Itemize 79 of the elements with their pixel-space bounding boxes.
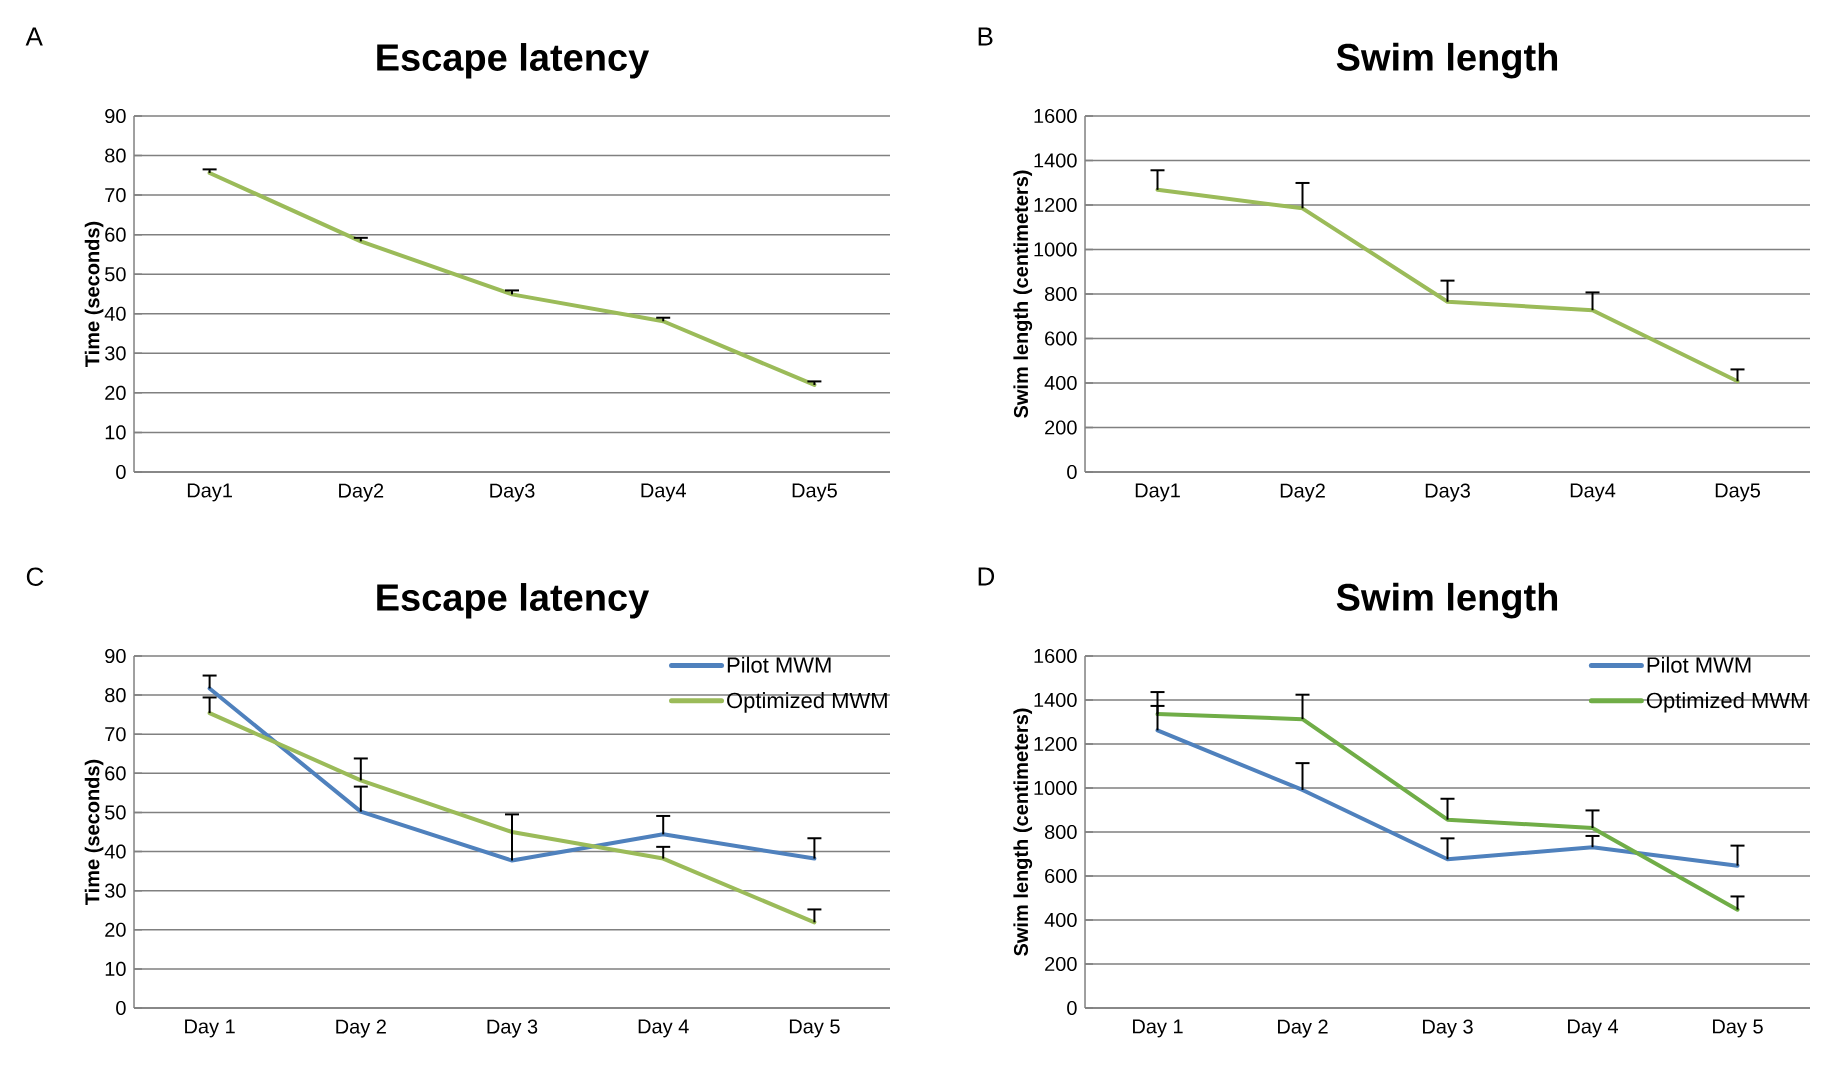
y-tick-label: 50 [105, 805, 126, 820]
line-series [1155, 728, 1740, 868]
legend-label: Pilot MWM [727, 656, 831, 673]
y-tick-label: 10 [105, 961, 126, 976]
x-tick-label: Day4 [1570, 483, 1616, 502]
y-tick-label: 400 [1044, 912, 1077, 928]
y-tick-label: 40 [104, 306, 126, 321]
y-tick-label: 1400 [1034, 153, 1077, 168]
y-tick-label: 10 [105, 425, 126, 440]
y-axis-title: Time (seconds) [84, 221, 104, 367]
x-tick-label: Day4 [641, 483, 686, 502]
x-tick-label: Day1 [1135, 483, 1180, 502]
y-tick-label: 600 [1045, 331, 1077, 346]
chart-title: Swim length [1336, 582, 1558, 619]
y-tick-label: 1000 [1034, 242, 1077, 257]
y-tick-label: 40 [104, 844, 126, 859]
x-tick-label: Day 3 [487, 1019, 538, 1038]
y-tick-label: 20 [105, 385, 126, 400]
y-tick-label: 1200 [1034, 736, 1077, 752]
x-tick-label: Day 4 [638, 1019, 689, 1038]
y-tick-label: 600 [1045, 868, 1077, 884]
y-tick-label: 1400 [1034, 692, 1077, 708]
y-axis-title: Time (seconds) [84, 759, 104, 905]
y-tick-label: 0 [1067, 464, 1077, 480]
legend-label: Optimized MWM [1646, 692, 1807, 713]
x-tick-label: Day 4 [1568, 1019, 1619, 1038]
y-tick-label: 0 [116, 464, 126, 480]
x-tick-label: Day2 [339, 483, 384, 502]
x-tick-label: Day3 [1425, 483, 1470, 502]
x-tick-label: Day5 [792, 483, 837, 502]
text: B [978, 27, 993, 46]
y-tick-label: 20 [105, 922, 126, 937]
chart-title: Swim length [1336, 42, 1558, 79]
x-tick-label: Day5 [1715, 483, 1761, 502]
chart-title: Escape latency [377, 43, 650, 79]
y-tick-label: 0 [116, 1000, 126, 1016]
y-tick-label: 0 [1067, 1000, 1077, 1016]
line-series [1155, 187, 1740, 384]
text: A [25, 27, 43, 46]
x-tick-label: Day 2 [336, 1019, 386, 1038]
x-tick-label: Day 1 [185, 1019, 235, 1038]
y-tick-label: 400 [1044, 375, 1077, 391]
x-tick-label: Day1 [187, 483, 232, 502]
x-tick-label: Day3 [490, 483, 535, 502]
text: D [978, 567, 995, 586]
x-tick-label: Day 2 [1278, 1019, 1328, 1038]
line-series [1155, 712, 1740, 912]
y-tick-label: 1200 [1034, 197, 1077, 213]
text: C [26, 567, 44, 586]
y-tick-label: 30 [105, 346, 126, 361]
y-tick-label: 1600 [1034, 108, 1077, 124]
legend-label: Optimized MWM [727, 692, 887, 713]
y-tick-label: 200 [1045, 420, 1077, 435]
x-tick-label: Day 5 [1713, 1019, 1763, 1038]
x-tick-label: Day2 [1280, 483, 1325, 502]
y-tick-label: 80 [105, 148, 126, 163]
x-tick-label: Day 5 [789, 1019, 840, 1038]
y-tick-label: 70 [105, 727, 126, 742]
y-tick-label: 800 [1044, 824, 1077, 840]
y-tick-label: 90 [105, 108, 126, 124]
y-tick-label: 60 [105, 227, 126, 242]
y-axis-title: Swim length (centimeters) [1013, 708, 1033, 956]
y-tick-label: 80 [105, 688, 126, 703]
y-tick-label: 70 [105, 188, 126, 203]
line-series [207, 170, 817, 387]
y-tick-label: 30 [105, 883, 126, 898]
x-tick-label: Day 1 [1133, 1019, 1183, 1038]
y-tick-label: 200 [1045, 956, 1077, 972]
y-tick-label: 50 [105, 267, 126, 282]
y-tick-label: 800 [1044, 286, 1077, 302]
y-axis-title: Swim length (centimeters) [1013, 170, 1033, 418]
y-tick-label: 1600 [1034, 648, 1077, 664]
legend-label: Pilot MWM [1647, 656, 1751, 673]
chart-title: Escape latency [377, 583, 650, 619]
line-series [207, 711, 817, 925]
y-tick-label: 60 [105, 766, 126, 781]
y-tick-label: 1000 [1034, 780, 1077, 796]
x-tick-label: Day 3 [1423, 1019, 1473, 1038]
y-tick-label: 90 [105, 648, 126, 664]
